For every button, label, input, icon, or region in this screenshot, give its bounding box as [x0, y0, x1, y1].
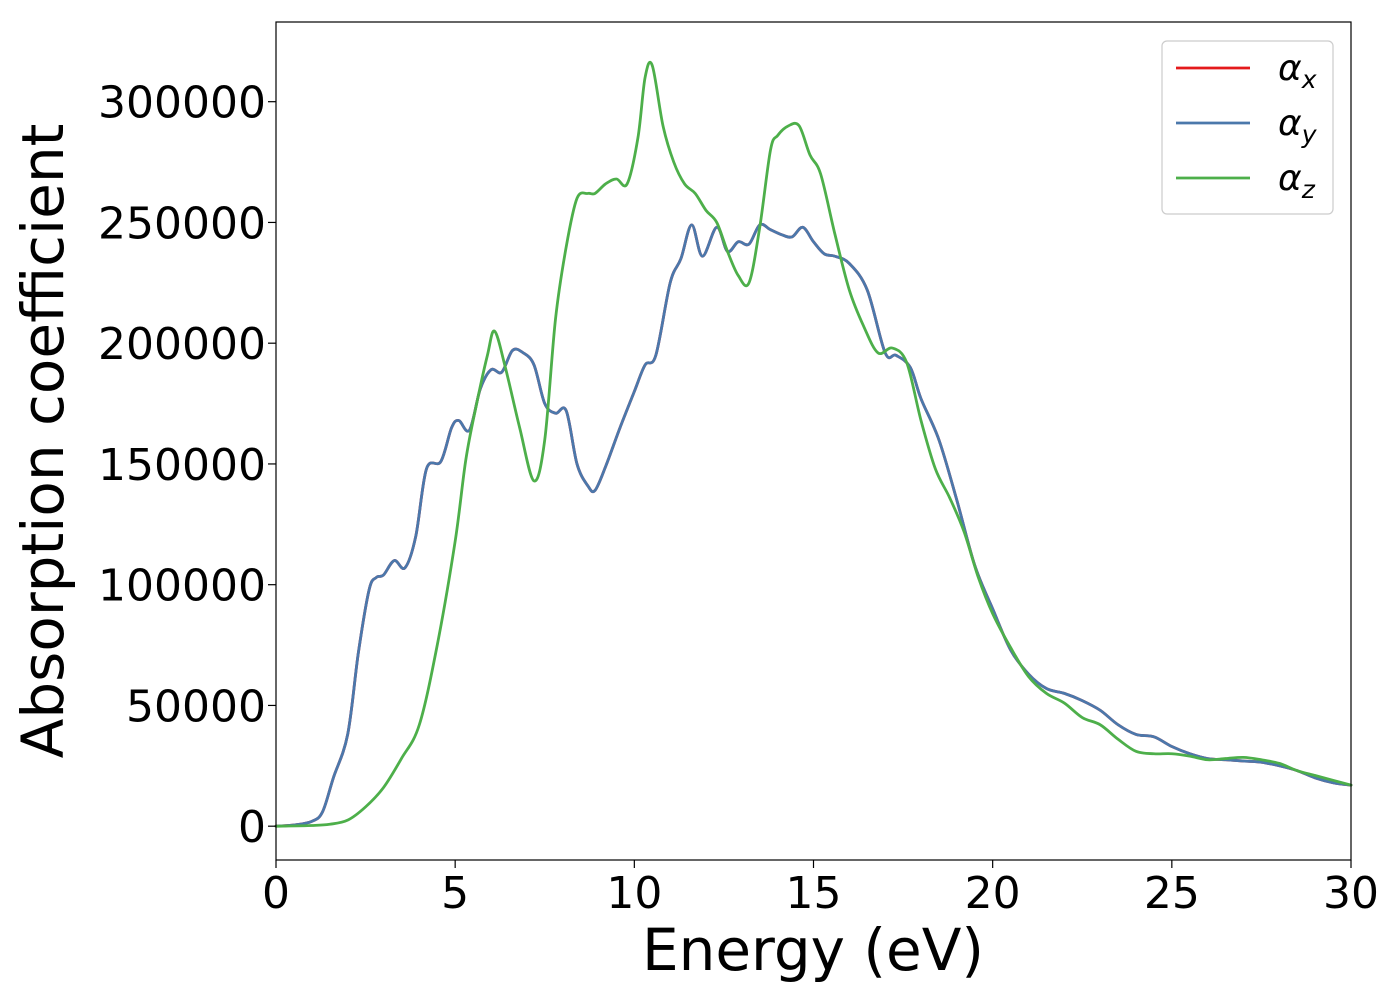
- y-axis-ticks: 0 50000 100000 150000 200000 250000 300000: [98, 78, 276, 853]
- y-tick-label: 200000: [98, 319, 266, 370]
- y-tick-label: 250000: [98, 198, 266, 249]
- y-tick-label: 300000: [98, 78, 266, 129]
- x-axis-label: Energy (eV): [642, 916, 984, 984]
- y-tick-label: 0: [238, 802, 266, 853]
- legend-label-x: αx: [1278, 48, 1317, 94]
- series-line-z: [274, 60, 1353, 828]
- legend-label-z: αz: [1278, 158, 1316, 204]
- y-tick-label: 150000: [98, 440, 266, 491]
- series-layer: [274, 60, 1353, 828]
- x-tick-label: 25: [1144, 868, 1200, 919]
- x-tick-label: 15: [786, 868, 842, 919]
- x-tick-label: 10: [606, 868, 662, 919]
- x-tick-label: 20: [965, 868, 1021, 919]
- x-axis-ticks: 0 5 10 15 20 25 30: [262, 860, 1379, 919]
- y-tick-label: 50000: [126, 681, 266, 732]
- x-tick-label: 30: [1323, 868, 1379, 919]
- legend-label-y: αy: [1278, 103, 1318, 149]
- legend: αx αy αz: [1161, 40, 1334, 215]
- x-tick-label: 0: [262, 868, 290, 919]
- legend-box: [1161, 40, 1334, 215]
- y-axis-label: Absorption coefficient: [9, 124, 77, 759]
- y-tick-label: 100000: [98, 561, 266, 612]
- x-tick-label: 5: [441, 868, 469, 919]
- legend-items: αx αy αz: [1176, 48, 1318, 204]
